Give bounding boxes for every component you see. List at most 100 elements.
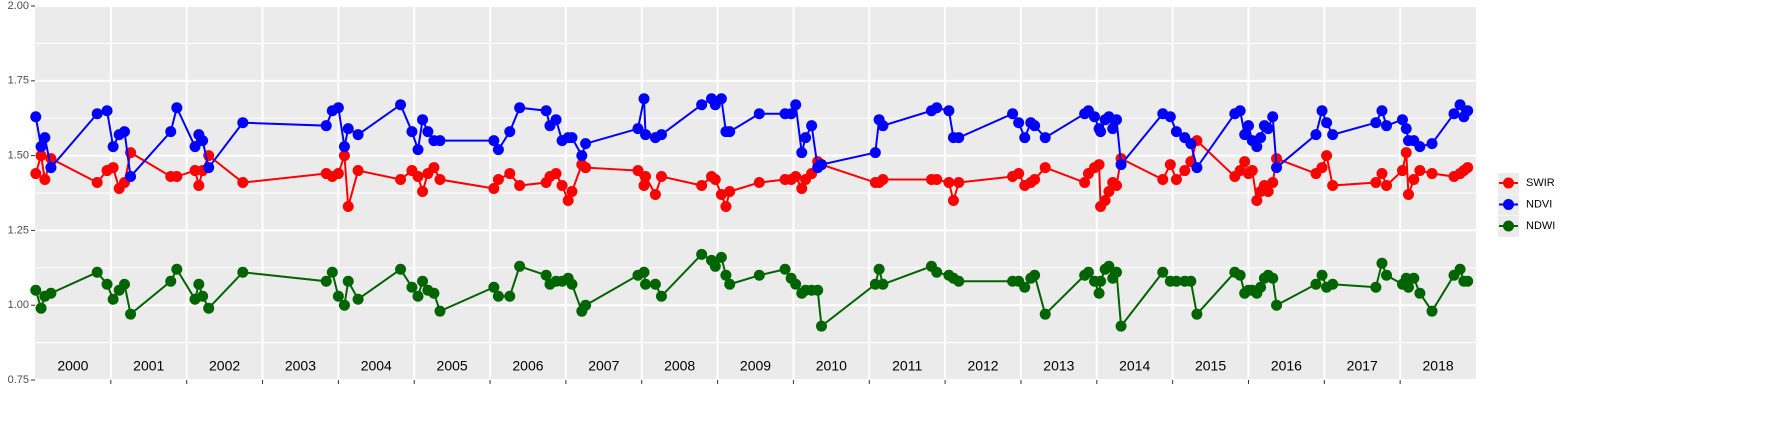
point <box>638 93 650 105</box>
point <box>869 278 881 290</box>
point <box>877 174 889 186</box>
year-label: 2007 <box>588 358 619 374</box>
point <box>1029 120 1041 132</box>
point <box>1376 257 1388 269</box>
point <box>873 263 885 275</box>
point <box>550 168 562 180</box>
year-label: 2018 <box>1423 358 1454 374</box>
point <box>779 263 791 275</box>
point <box>514 102 526 114</box>
point <box>35 302 47 314</box>
point <box>709 174 721 186</box>
point <box>352 293 364 305</box>
point <box>1093 159 1105 171</box>
point <box>338 141 350 153</box>
point <box>815 320 827 332</box>
point <box>118 126 130 138</box>
y-tick-label: 2.00 <box>8 0 29 12</box>
point <box>30 111 42 123</box>
point <box>1095 275 1107 287</box>
point <box>1170 275 1182 287</box>
point <box>1239 129 1251 141</box>
point <box>1029 174 1041 186</box>
point <box>566 278 578 290</box>
year-label: 2009 <box>740 358 771 374</box>
point <box>488 281 500 293</box>
point <box>434 174 446 186</box>
point <box>1408 174 1420 186</box>
year-label: 2017 <box>1347 358 1378 374</box>
point <box>1170 126 1182 138</box>
point <box>193 278 205 290</box>
point <box>1327 278 1339 290</box>
point <box>806 120 818 132</box>
point <box>1170 174 1182 186</box>
point <box>1157 174 1169 186</box>
point <box>1164 159 1176 171</box>
point <box>649 278 661 290</box>
year-label: 2002 <box>209 358 240 374</box>
point <box>947 194 959 206</box>
point <box>428 162 440 174</box>
point <box>352 165 364 177</box>
point <box>1381 120 1393 132</box>
point <box>1039 132 1051 144</box>
point <box>395 99 407 111</box>
point <box>189 165 201 177</box>
point <box>790 99 802 111</box>
point <box>417 275 429 287</box>
point <box>655 290 667 302</box>
point <box>1414 165 1426 177</box>
point <box>197 290 209 302</box>
point <box>715 251 727 263</box>
point <box>790 171 802 183</box>
point <box>931 266 943 278</box>
point <box>504 290 516 302</box>
point <box>197 135 209 147</box>
point <box>203 302 215 314</box>
point <box>1242 120 1254 132</box>
point <box>30 284 42 296</box>
point <box>1039 162 1051 174</box>
point <box>332 102 344 114</box>
point <box>1013 117 1025 129</box>
point <box>1400 123 1412 135</box>
point <box>649 188 661 200</box>
point <box>1111 266 1123 278</box>
point <box>1271 162 1283 174</box>
point <box>171 263 183 275</box>
point <box>1019 281 1031 293</box>
point <box>434 135 446 147</box>
point <box>492 174 504 186</box>
point <box>417 114 429 126</box>
point <box>566 186 578 198</box>
point <box>1408 272 1420 284</box>
point <box>1107 123 1119 135</box>
point <box>1400 147 1412 159</box>
legend-label: SWIR <box>1526 177 1555 189</box>
point <box>1426 168 1438 180</box>
point <box>1115 320 1127 332</box>
point <box>696 180 708 192</box>
point <box>1079 177 1091 189</box>
point <box>203 162 215 174</box>
point <box>953 177 965 189</box>
point <box>1251 141 1263 153</box>
point <box>1321 150 1333 162</box>
point <box>1095 126 1107 138</box>
point <box>540 105 552 117</box>
point <box>320 120 332 132</box>
point <box>45 287 57 299</box>
point <box>1426 305 1438 317</box>
y-tick-label: 1.00 <box>8 299 29 311</box>
y-tick-label: 1.50 <box>8 150 29 162</box>
year-label: 2004 <box>361 358 392 374</box>
point <box>1454 99 1466 111</box>
point <box>30 168 42 180</box>
year-label: 2011 <box>892 358 922 374</box>
point <box>1255 281 1267 293</box>
y-tick-label: 0.75 <box>8 374 29 386</box>
point <box>696 248 708 260</box>
year-label: 2000 <box>57 358 88 374</box>
point <box>237 117 249 129</box>
